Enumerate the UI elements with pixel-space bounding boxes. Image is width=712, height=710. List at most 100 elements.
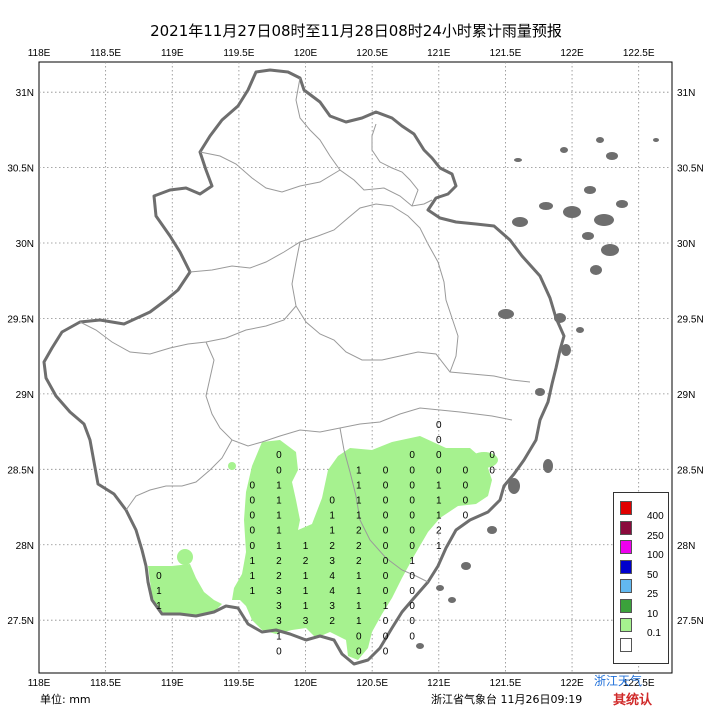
watermark-text: 其统认 [613,693,653,708]
island-21 [508,478,520,494]
x-tick-labels-top: 118E 118.5E 119E 119.5E 120E 120.5E 121E 121.5E… [28,48,655,59]
rainfall-value: 3 [276,601,282,612]
legend-swatch [620,540,632,554]
x-tick-labels-bottom: 118E 118.5E 119E 119.5E 120E 120.5E 121E 121.5E… [28,678,655,689]
y-tick-labels-right: 31N 30.5N 30N 29.5N 29N 28.5N 28N 27.5N [677,88,704,627]
city-boundaries [79,77,531,583]
legend-label: 400 [647,511,664,522]
rainfall-value: 1 [356,571,362,582]
island-18 [498,309,514,319]
y-tick-label: 30N [16,239,34,250]
x-tick-label: 122.5E [623,48,655,59]
x-tick-label: 121E [427,678,451,689]
legend-swatch [620,618,632,632]
island-20 [543,459,553,473]
legend-label: 0.1 [647,628,661,639]
y-tick-label: 28.5N [7,465,34,476]
rainfall-value: 2 [329,616,335,627]
rainfall-value: 1 [249,586,255,597]
island-4 [584,186,596,194]
rainfall-value: 1 [276,526,282,537]
rain-area-main [232,436,492,660]
rainfall-value: 0 [409,586,415,597]
legend-item [620,637,660,652]
rainfall-value: 4 [329,571,335,582]
rainfall-value: 1 [356,616,362,627]
rainfall-value: 0 [276,646,282,657]
rain-spot-2 [228,462,236,470]
rainfall-value: 0 [249,541,255,552]
legend-swatch [620,637,632,652]
x-tick-label: 120.5E [356,48,388,59]
island-10 [606,152,618,160]
island-3 [563,206,581,218]
x-tick-label: 119E [161,678,184,689]
rainfall-value: 1 [356,601,362,612]
rainfall-value: 2 [276,571,282,582]
rainfall-value: 3 [276,586,282,597]
rainfall-value: 1 [303,541,309,552]
rainfall-value: 1 [383,601,389,612]
island-9 [590,265,602,275]
unit-label: 单位: mm [40,693,91,706]
rainfall-value: 3 [329,556,335,567]
rainfall-value: 0 [463,511,469,522]
rainfall-value: 0 [249,526,255,537]
rainfall-value: 0 [436,435,442,446]
legend-label: 250 [647,530,664,542]
legend-label: 25 [647,589,659,600]
rainfall-value: 0 [409,601,415,612]
rainfall-value: 0 [409,571,415,582]
boundary-5 [79,305,297,355]
issuer-footer: 浙江省气象台 11月26日09:19 [431,693,583,706]
y-tick-label: 29N [677,390,695,401]
x-tick-label: 120.5E [356,678,388,689]
x-tick-label: 119E [161,48,184,59]
y-tick-label: 28.5N [677,465,704,476]
x-tick-label: 122E [560,48,584,59]
x-tick-label: 121.5E [490,48,522,59]
island-24 [436,585,444,591]
boundary-2 [199,151,341,193]
boundary-4 [291,241,531,383]
rainfall-value: 1 [436,496,442,507]
rainfall-value: 1 [329,511,335,522]
rainfall-value: 1 [436,511,442,522]
rain-spot-3 [470,452,498,468]
rainfall-value: 0 [383,586,389,597]
legend-swatch [620,559,632,574]
rainfall-value: 2 [356,541,362,552]
rainfall-value: 0 [409,496,415,507]
rainfall-value: 0 [383,556,389,567]
rainfall-value: 0 [249,480,255,491]
rainfall-value: 2 [356,526,362,537]
y-tick-labels-left: 31N 30.5N 30N 29.5N 29N 28.5N 28N 27.5N [7,88,34,627]
rainfall-value: 1 [329,526,335,537]
rainfall-value: 1 [276,511,282,522]
rainfall-value: 2 [356,556,362,567]
rainfall-value: 0 [409,616,415,627]
legend-item: 25 [620,579,660,600]
rainfall-value: 0 [463,480,469,491]
rainfall-value: 0 [383,526,389,537]
island-13 [653,138,659,142]
rainfall-value: 0 [489,465,495,476]
rainfall-value: 0 [356,646,362,657]
x-tick-label: 118.5E [90,48,121,59]
rainfall-value: 1 [303,571,309,582]
island-17 [576,327,584,333]
x-tick-label: 120E [294,48,318,59]
y-tick-label: 29.5N [677,314,704,325]
x-tick-label: 118.5E [90,678,121,689]
rainfall-value: 0 [463,496,469,507]
legend-item: 10 [620,598,660,620]
legend-item: 250 [620,520,664,542]
rainfall-value: 3 [303,616,309,627]
x-tick-label: 121.5E [490,678,522,689]
boundary-7 [125,439,233,511]
rainfall-value: 1 [303,586,309,597]
rainfall-value: 0 [383,646,389,657]
rainfall-value: 0 [436,420,442,431]
rainfall-value: 0 [383,480,389,491]
y-tick-label: 27.5N [677,616,704,627]
